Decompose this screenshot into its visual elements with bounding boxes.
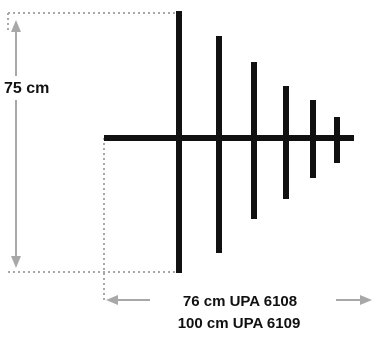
antenna-boom <box>104 135 354 141</box>
height-label: 75 cm <box>4 80 49 97</box>
height-arrow-down-head <box>11 256 21 268</box>
width-dimension-arrow <box>106 295 372 305</box>
antenna-element-5 <box>310 100 316 178</box>
antenna <box>104 11 354 273</box>
antenna-element-6 <box>334 117 340 163</box>
antenna-element-4 <box>283 86 289 199</box>
height-extension-lines <box>7 12 176 273</box>
width-arrow-right-head <box>360 295 372 305</box>
antenna-element-3 <box>251 62 257 219</box>
antenna-element-2 <box>216 36 222 253</box>
width-arrow-left-head <box>106 295 118 305</box>
height-arrow-up-head <box>11 20 21 32</box>
width-label-6109: 100 cm UPA 6109 <box>178 315 301 332</box>
antenna-element-1 <box>176 11 182 273</box>
height-dimension-arrow <box>11 20 21 268</box>
width-label-6108: 76 cm UPA 6108 <box>183 293 297 310</box>
